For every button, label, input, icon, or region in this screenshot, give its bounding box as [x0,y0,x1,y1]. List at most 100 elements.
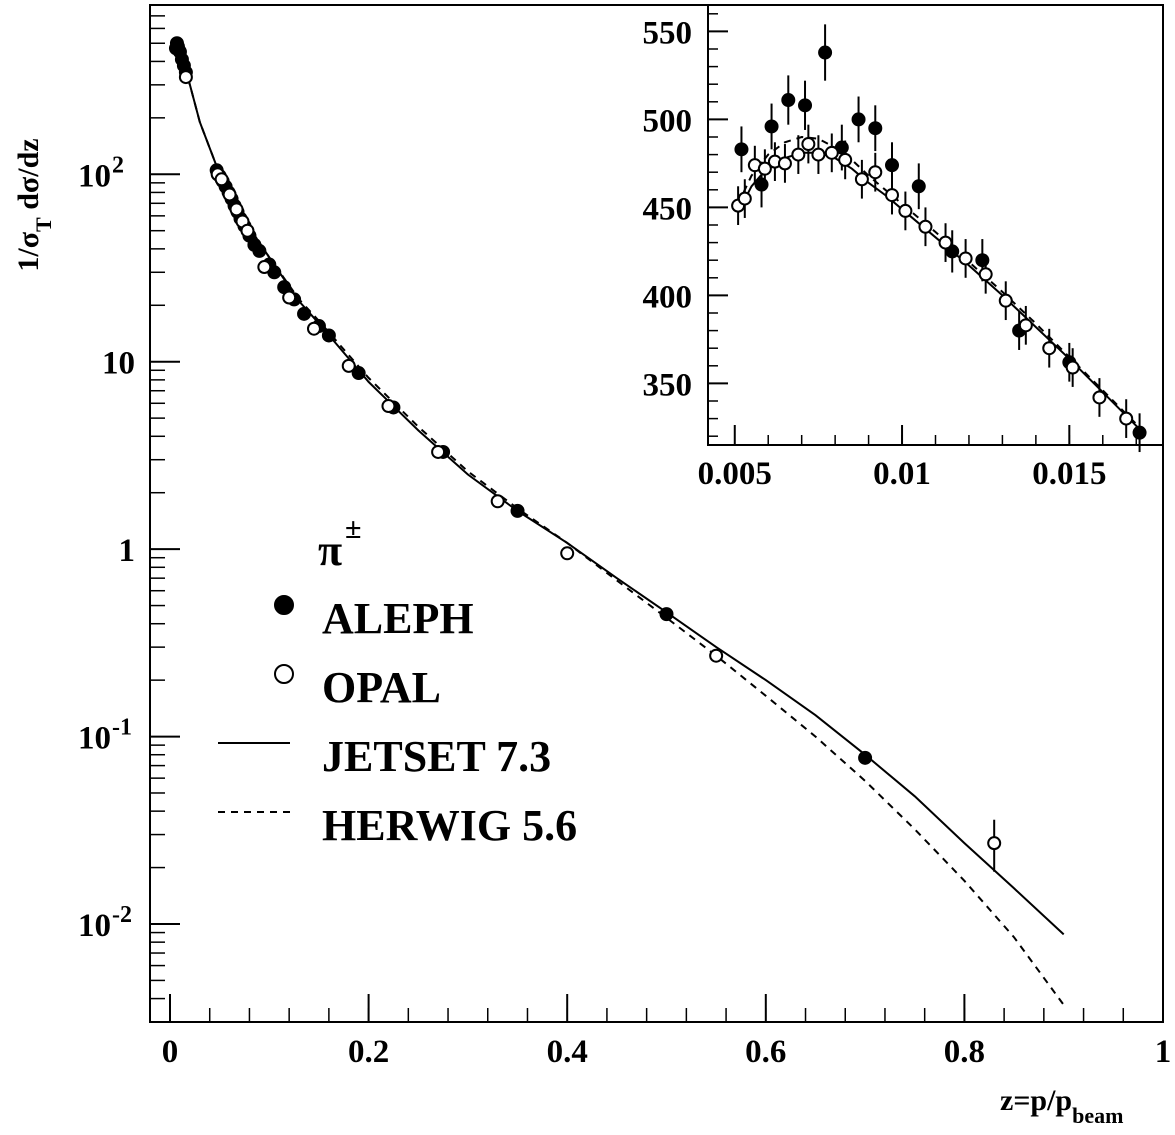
x-axis-title-subscript: beam [1072,1103,1123,1128]
opal-point [560,546,575,561]
opal-point [381,399,396,414]
aleph-point [351,366,366,381]
opal-point [709,648,724,663]
opal-point [306,321,321,336]
y-tick-exponent: -1 [112,715,132,741]
inset-opal-point [918,219,933,234]
legend-entry-label: HERWIG 5.6 [322,801,577,850]
x-tick-label: 0.4 [547,1034,588,1070]
inset-frame [707,4,1164,446]
opal-point [341,358,356,373]
main-plot-frame [149,4,1164,1023]
y-axis-title: 1/σT dσ/dz [12,138,56,271]
legend-entry-label: OPAL [322,663,441,712]
y-axis-title-part: dσ/dz [12,138,45,217]
opal-point [431,444,446,459]
opal-point [987,836,1002,851]
x-tick-label: 0 [162,1034,179,1070]
inset-opal-point [1018,318,1033,333]
inset-x-tick-label: 0.005 [698,456,772,492]
inset-opal-point [737,191,752,206]
aleph-point [252,243,267,258]
inset-opal-point [1119,411,1134,426]
inset-y-tick-label: 400 [643,279,693,315]
inset-aleph-point [868,121,883,136]
aleph-point [321,328,336,343]
inset-aleph-point [798,98,813,113]
legend-entry-label: JETSET 7.3 [322,732,551,781]
inset-aleph-point [1132,425,1147,440]
y-tick-label: 10 [78,158,111,194]
inset-opal-point [1042,341,1057,356]
inset-plot: 0.005 0.01 0.015 350 400 450 500 550 [643,4,1164,492]
inset-aleph-point [818,45,833,60]
legend-title-superscript: ± [345,512,361,545]
y-axis-title-part: 1/σ [12,231,45,271]
y-tick-label: 1 [119,533,136,569]
inset-aleph-point [781,93,796,108]
inset-opal-point [838,152,853,167]
series-line-herwig-5-6 [174,45,1065,1006]
opal-point [240,223,255,238]
opal-point [257,260,272,275]
inset-opal-point [1092,390,1107,405]
opal-point [282,290,297,305]
aleph-point [858,750,873,765]
aleph-point [510,503,525,518]
y-axis-title-subscript: T [31,217,56,232]
legend-marker-aleph [274,595,294,615]
inset-x-tick-label: 0.01 [873,456,931,492]
inset-y-tick-label: 500 [643,103,693,139]
inset-opal-point [791,147,806,162]
inset-opal-point [898,203,913,218]
opal-point [222,187,237,202]
inset-aleph-point [851,112,866,127]
y-tick-label: 10 [102,346,135,382]
inset-opal-point [1065,360,1080,375]
opal-point [214,172,229,187]
inset-opal-point [824,145,839,160]
opal-point [490,494,505,509]
inset-opal-point [978,267,993,282]
aleph-point [659,607,674,622]
x-axis-title-main: z=p/p [1000,1084,1072,1117]
legend-title: π [318,526,342,575]
inset-y-tick-label: 550 [643,15,693,51]
inset-y-tick-label: 450 [643,191,693,227]
inset-opal-point [811,147,826,162]
y-tick-exponent: -2 [112,902,132,928]
inset-opal-point [885,188,900,203]
inset-opal-point [801,137,816,152]
x-tick-label: 0.6 [745,1034,786,1070]
inset-opal-point [938,235,953,250]
legend: π ± ALEPH OPAL JETSET 7.3 HERWIG 5.6 [218,512,577,850]
legend-entry-label: ALEPH [322,594,474,643]
inset-opal-point [998,293,1013,308]
y-tick-label: 10 [78,908,111,944]
legend-marker-opal [274,664,294,684]
x-tick-label: 0.8 [944,1034,985,1070]
x-axis-title: z=p/pbeam [1000,1084,1123,1128]
inset-opal-point [757,161,772,176]
y-tick-label: 10 [78,721,111,757]
x-tick-label: 1 [1155,1034,1172,1070]
opal-point [178,70,193,85]
opal-point [229,202,244,217]
inset-opal-point [854,172,869,187]
inset-opal-point [868,165,883,180]
axis-titles: 1/σT dσ/dz z=p/pbeam [12,138,1123,1127]
inset-aleph-point [734,142,749,157]
x-tick-label: 0.2 [348,1034,389,1070]
inset-opal-point [958,251,973,266]
inset-x-tick-label: 0.015 [1032,456,1106,492]
y-tick-exponent: 2 [112,152,124,178]
aleph-point [297,306,312,321]
inset-y-tick-label: 350 [643,367,693,403]
inset-aleph-point [911,179,926,194]
inset-series-line-herwig-5-6 [737,135,1141,429]
inset-aleph-point [764,119,779,134]
inset-aleph-point [885,158,900,173]
inset-opal-point [777,156,792,171]
